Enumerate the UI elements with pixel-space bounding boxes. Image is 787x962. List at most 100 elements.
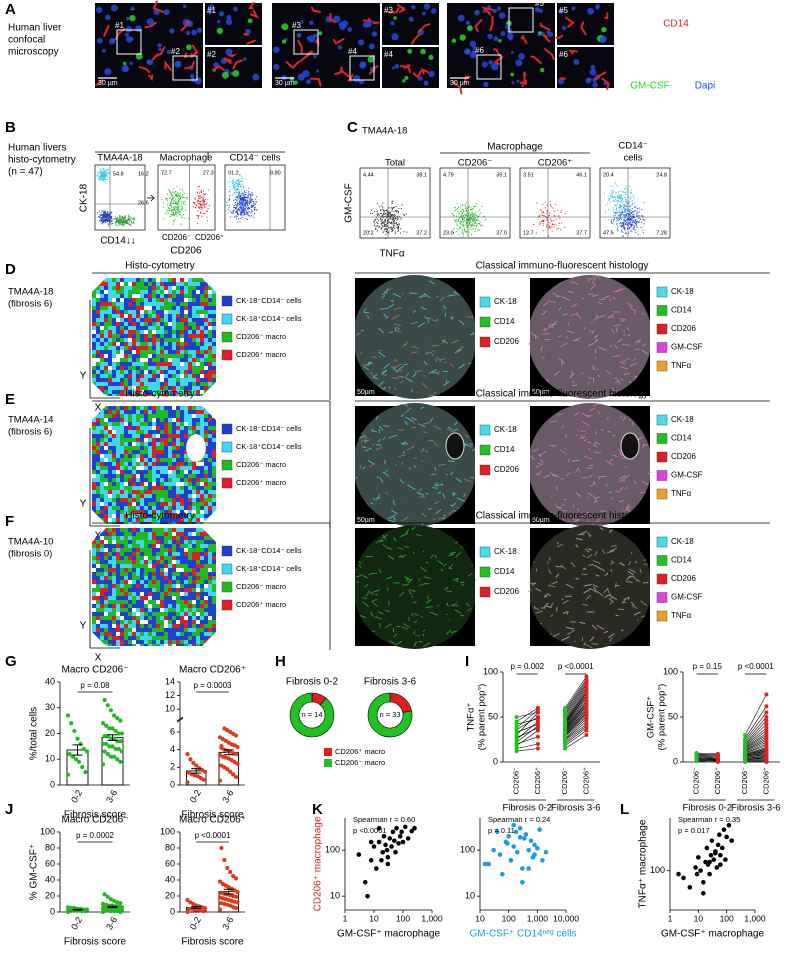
nucleus — [217, 28, 223, 34]
cell — [104, 446, 108, 450]
cell — [96, 342, 100, 346]
nucleus — [125, 67, 128, 70]
cell — [120, 338, 124, 342]
cell — [128, 362, 132, 366]
cell — [128, 498, 132, 502]
nucleus — [339, 22, 342, 25]
cell — [140, 282, 144, 286]
cell — [180, 490, 184, 494]
event-dot — [230, 216, 231, 217]
cell — [128, 450, 132, 454]
event-dot — [634, 227, 635, 228]
cell — [152, 302, 156, 306]
cell — [144, 358, 148, 362]
event-dot — [123, 225, 124, 226]
event-dot — [249, 194, 250, 195]
cell — [160, 466, 164, 470]
cell — [152, 350, 156, 354]
cell — [124, 342, 128, 346]
event-dot — [633, 217, 634, 218]
cell — [120, 438, 124, 442]
cell — [180, 498, 184, 502]
cell — [192, 298, 196, 302]
event-dot — [122, 225, 123, 226]
event-dot — [466, 215, 467, 216]
fiber — [445, 362, 446, 363]
event-dot — [102, 220, 103, 221]
cell — [192, 362, 196, 366]
event-dot — [464, 230, 465, 231]
cell — [180, 422, 184, 426]
event-dot — [462, 209, 463, 210]
cell — [196, 358, 200, 362]
event-dot — [619, 206, 620, 207]
event-dot — [612, 190, 613, 191]
nucleus — [131, 7, 135, 11]
nucleus — [226, 19, 232, 25]
cell — [160, 462, 164, 466]
event-dot — [542, 215, 543, 216]
cell — [128, 502, 132, 506]
event-dot — [616, 210, 617, 211]
cell — [128, 478, 132, 482]
cell — [164, 474, 168, 478]
event-dot — [396, 210, 397, 211]
event-dot — [378, 220, 379, 221]
event-dot — [396, 211, 397, 212]
event-dot — [246, 199, 247, 200]
event-dot — [621, 206, 622, 207]
event-dot — [390, 212, 391, 213]
nucleus — [129, 61, 133, 65]
event-dot — [251, 192, 252, 193]
cell — [152, 450, 156, 454]
event-dot — [181, 197, 182, 198]
event-dot — [232, 212, 233, 213]
nucleus — [464, 48, 471, 55]
cell — [100, 518, 104, 522]
cell — [120, 378, 124, 382]
event-dot — [115, 224, 116, 225]
cell — [184, 502, 188, 506]
cell — [148, 450, 152, 454]
cell — [184, 470, 188, 474]
event-dot — [631, 230, 632, 231]
event-dot — [377, 203, 378, 204]
event-dot — [625, 194, 626, 195]
cell — [96, 506, 100, 510]
event-dot — [612, 195, 613, 196]
event-dot — [173, 192, 174, 193]
nucleus — [428, 71, 434, 77]
event-dot — [633, 212, 634, 213]
event-dot — [604, 193, 605, 194]
cell — [172, 282, 176, 286]
cell — [116, 438, 120, 442]
event-dot — [633, 220, 634, 221]
nucleus — [487, 34, 493, 40]
cell — [132, 346, 136, 350]
event-dot — [551, 206, 552, 207]
cell — [200, 390, 204, 394]
cell — [160, 486, 164, 490]
event-dot — [247, 214, 248, 215]
event-dot — [549, 226, 550, 227]
cell — [172, 326, 176, 330]
event-dot — [550, 201, 551, 202]
cell — [124, 294, 128, 298]
nucleus — [538, 31, 542, 35]
event-dot — [634, 219, 635, 220]
cell — [208, 326, 212, 330]
event-dot — [464, 218, 465, 219]
cell — [164, 310, 168, 314]
event-dot — [618, 193, 619, 194]
cell — [168, 506, 172, 510]
event-dot — [558, 215, 559, 216]
event-dot — [239, 193, 240, 194]
event-dot — [455, 221, 456, 222]
event-dot — [395, 232, 396, 233]
cell — [128, 470, 132, 474]
event-dot — [391, 229, 392, 230]
event-dot — [625, 212, 626, 213]
event-dot — [386, 225, 387, 226]
event-dot — [630, 216, 631, 217]
cell — [188, 482, 192, 486]
